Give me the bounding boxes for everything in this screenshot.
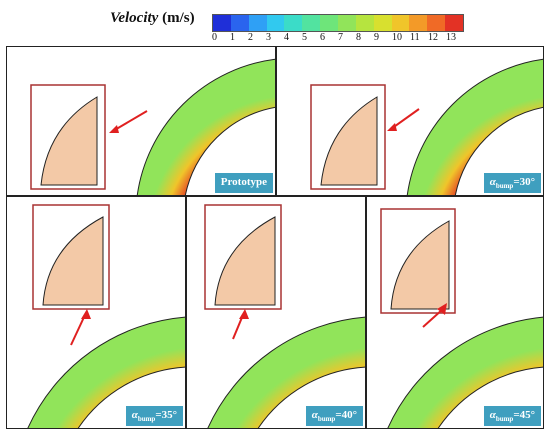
colorbar-tick-label: 11 [410, 32, 420, 43]
colorbar-tick-label: 7 [338, 32, 343, 43]
flow-plot-35 [27, 204, 185, 428]
colorbar-title-unit: (m/s) [158, 10, 195, 26]
panel-label: αbump=45° [483, 405, 541, 426]
colorbar-segment [230, 15, 249, 31]
panel-bump-35: αbump=35° [6, 196, 186, 429]
colorbar-tick-label: 0 [212, 32, 217, 43]
colorbar-segment [320, 15, 339, 31]
colorbar-segment [266, 15, 285, 31]
panel-bump-30: αbump=30° [276, 46, 544, 196]
colorbar-segment [355, 15, 374, 31]
panel-prototype: Prototype [6, 46, 276, 196]
panel-label: Prototype [214, 172, 273, 193]
colorbar-segment [373, 15, 392, 31]
flow-plot-30 [310, 58, 543, 195]
colorbar-segment [284, 15, 303, 31]
colorbar-tick-label: 5 [302, 32, 307, 43]
colorbar [212, 14, 464, 32]
colorbar-tick-label: 6 [320, 32, 325, 43]
flow-plot-45 [380, 208, 543, 428]
colorbar-segment [248, 15, 267, 31]
colorbar-segment [302, 15, 321, 31]
panel-label: αbump=35° [125, 405, 183, 426]
colorbar-tick-label: 13 [446, 32, 456, 43]
panel-label: αbump=40° [305, 405, 363, 426]
colorbar-tick-label: 12 [428, 32, 438, 43]
colorbar-tick-label: 9 [374, 32, 379, 43]
colorbar-segment [445, 15, 464, 31]
panel-label: αbump=30° [483, 172, 541, 193]
panel-bump-45: αbump=45° [366, 196, 544, 429]
colorbar-segment [409, 15, 428, 31]
colorbar-segment [213, 15, 231, 31]
colorbar-tick-label: 2 [248, 32, 253, 43]
colorbar-title: Velocity (m/s) [110, 10, 195, 27]
panel-bump-40: αbump=40° [186, 196, 366, 429]
colorbar-tick-label: 3 [266, 32, 271, 43]
colorbar-tick-label: 4 [284, 32, 289, 43]
colorbar-segment [391, 15, 410, 31]
colorbar-segment [338, 15, 356, 31]
colorbar-tick-label: 1 [230, 32, 235, 43]
colorbar-tick-label: 8 [356, 32, 361, 43]
colorbar-tick-label: 10 [392, 32, 402, 43]
colorbar-ticks: 0 1 2 3 4 5 6 7 8 9 10 11 12 13 [212, 32, 464, 44]
colorbar-title-word: Velocity [110, 10, 159, 26]
colorbar-segment [427, 15, 446, 31]
flow-plot-prototype [30, 58, 275, 195]
flow-plot-40 [204, 204, 365, 428]
